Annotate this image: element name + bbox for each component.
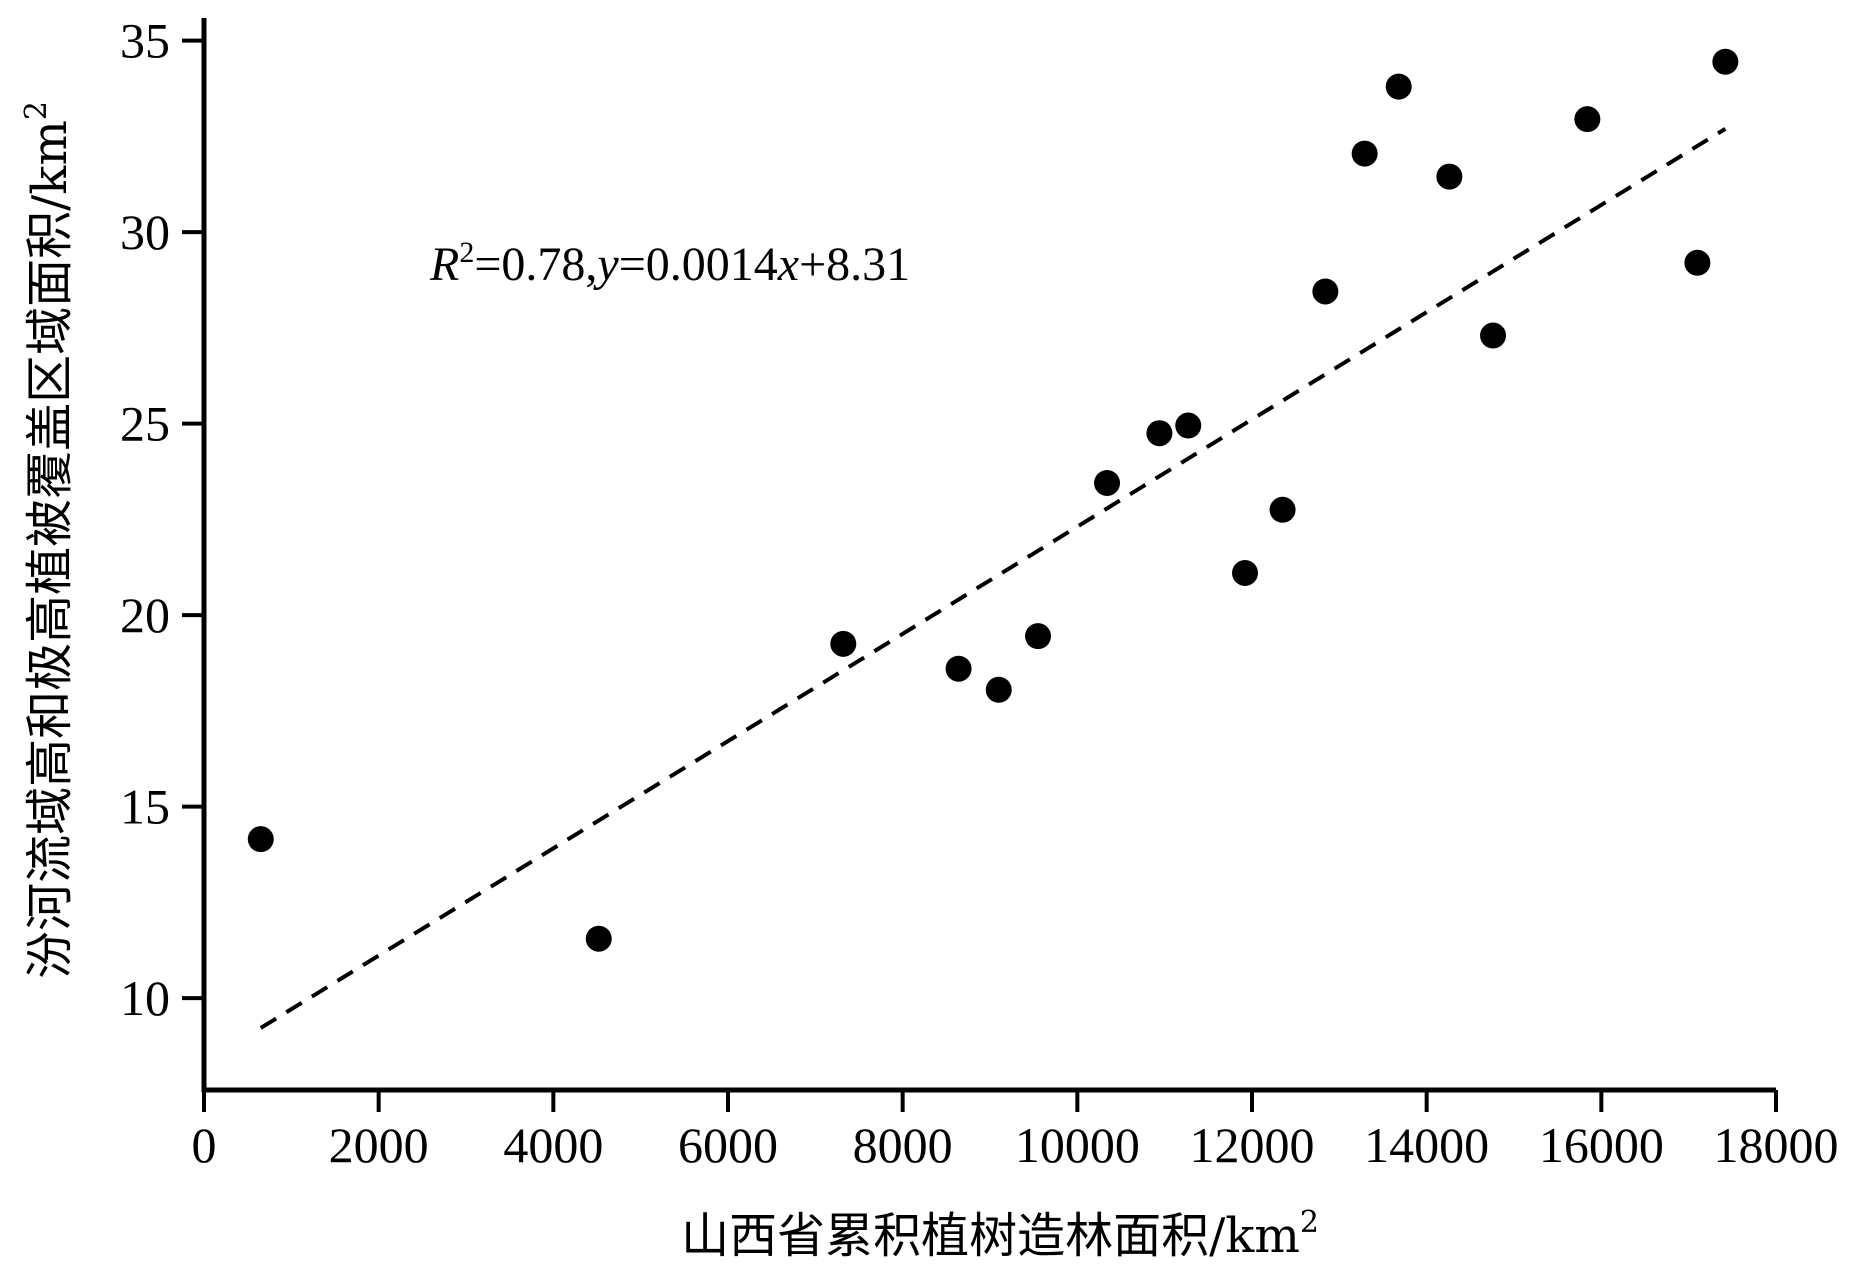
- y-tick-label-5: 35: [120, 13, 170, 69]
- y-tick-label-0: 10: [120, 970, 170, 1026]
- x-ticks: 0 2000 4000 6000 8000 10000 12000 14000 16000 180…: [192, 1090, 1839, 1173]
- data-point-15: [1480, 322, 1507, 349]
- y-axis-title: 汾河流域高和极高植被覆盖区域面积/km2: [19, 101, 78, 979]
- data-point-7: [1146, 420, 1173, 447]
- data-point-5: [1025, 623, 1052, 650]
- data-point-12: [1351, 140, 1378, 167]
- trend-line: [259, 127, 1727, 1030]
- data-point-13: [1385, 73, 1412, 100]
- r-superscript: 2: [459, 236, 474, 269]
- slope-text: =0.0014: [619, 238, 778, 291]
- x-axis-title-text: 山西省累积植树造林面积/km: [681, 1208, 1300, 1264]
- x-tick-label-0: 0: [192, 1117, 217, 1173]
- data-point-6: [1094, 469, 1121, 496]
- x-tick-label-2: 4000: [503, 1117, 603, 1173]
- data-point-14: [1436, 163, 1463, 190]
- y-axis-title-text: 汾河流域高和极高植被覆盖区域面积/km: [22, 120, 78, 979]
- axes: [201, 18, 1776, 1093]
- regression-equation: R2=0.78,y=0.0014x+8.31: [429, 236, 910, 291]
- x-tick-label-4: 8000: [853, 1117, 953, 1173]
- x-tick-label-1: 2000: [329, 1117, 429, 1173]
- r-squared-value: =0.78,: [474, 238, 597, 291]
- y-variable: y: [592, 238, 619, 291]
- r-symbol: R: [429, 238, 459, 291]
- data-point-18: [1712, 48, 1739, 75]
- y-tick-label-2: 20: [120, 587, 170, 643]
- x-tick-label-3: 6000: [678, 1117, 778, 1173]
- x-tick-label-6: 12000: [1190, 1117, 1315, 1173]
- data-point-4: [985, 676, 1012, 703]
- x-tick-label-8: 16000: [1539, 1117, 1664, 1173]
- x-variable: x: [777, 238, 799, 291]
- y-tick-label-3: 25: [120, 396, 170, 452]
- data-point-8: [1175, 412, 1202, 439]
- data-point-0: [247, 826, 274, 853]
- y-ticks: 10 15 20 25 30 35: [120, 13, 204, 1026]
- x-tick-label-5: 10000: [1015, 1117, 1140, 1173]
- data-point-3: [945, 655, 972, 682]
- data-point-11: [1312, 278, 1339, 305]
- y-tick-label-4: 30: [120, 204, 170, 260]
- data-point-10: [1269, 496, 1296, 523]
- data-point-9: [1232, 559, 1259, 586]
- data-point-17: [1684, 249, 1711, 276]
- x-axis-title-superscript: 2: [1300, 1205, 1319, 1240]
- intercept-text: +8.31: [799, 238, 910, 291]
- y-axis-title-superscript: 2: [19, 101, 54, 120]
- x-axis-title: 山西省累积植树造林面积/km2: [681, 1205, 1319, 1264]
- data-point-2: [830, 630, 857, 657]
- data-point-1: [585, 925, 612, 952]
- data-point-16: [1574, 106, 1601, 133]
- x-tick-label-7: 14000: [1364, 1117, 1489, 1173]
- data-points: [247, 48, 1739, 952]
- y-tick-label-1: 15: [120, 779, 170, 835]
- x-tick-label-9: 18000: [1714, 1117, 1839, 1173]
